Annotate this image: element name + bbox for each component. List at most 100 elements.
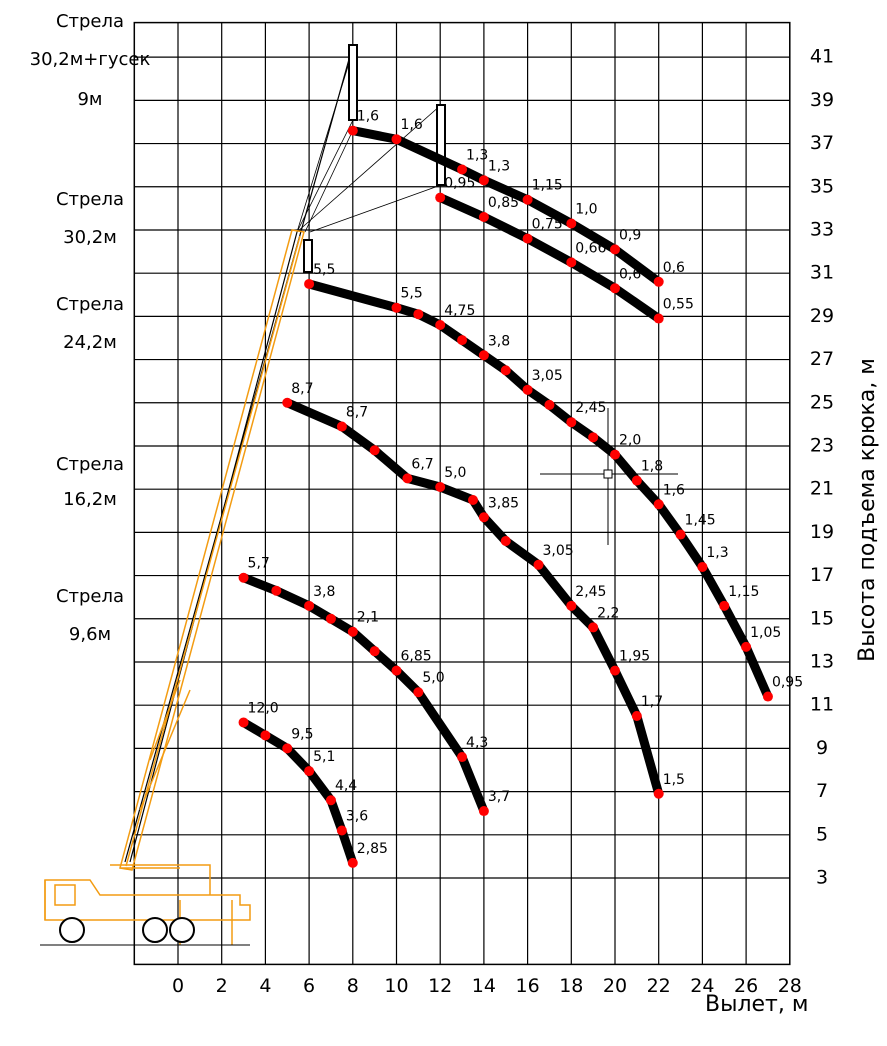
load-point bbox=[676, 530, 686, 540]
y-tick-label: 13 bbox=[810, 650, 834, 672]
load-label: 5,0 bbox=[444, 465, 466, 481]
y-tick-label: 37 bbox=[810, 132, 834, 154]
load-point bbox=[348, 858, 358, 868]
load-point bbox=[741, 642, 751, 652]
load-label: 5,5 bbox=[313, 262, 335, 278]
load-label: 0,6 bbox=[663, 260, 685, 276]
load-point bbox=[763, 692, 773, 702]
load-point bbox=[392, 666, 402, 676]
y-tick-label: 35 bbox=[810, 175, 834, 197]
load-label: 0,9 bbox=[619, 227, 641, 243]
y-tick-label: 39 bbox=[810, 89, 834, 111]
load-point bbox=[348, 126, 358, 136]
x-tick-label: 14 bbox=[472, 975, 496, 997]
x-tick-label: 26 bbox=[734, 975, 758, 997]
load-point bbox=[697, 562, 707, 572]
load-point bbox=[610, 244, 620, 254]
load-point bbox=[304, 279, 314, 289]
load-point bbox=[370, 646, 380, 656]
load-point bbox=[523, 385, 533, 395]
load-point bbox=[348, 627, 358, 637]
load-point bbox=[457, 752, 467, 762]
boom-label: 16,2м bbox=[63, 489, 117, 510]
page: Вылет, м Высота подъема крюка, м 0246810… bbox=[0, 0, 887, 1046]
boom-label: Стрела bbox=[56, 586, 124, 607]
x-tick-label: 4 bbox=[259, 975, 271, 997]
load-label: 6,7 bbox=[411, 456, 433, 472]
load-point bbox=[479, 350, 489, 360]
load-label: 3,7 bbox=[488, 789, 510, 805]
load-label: 0,55 bbox=[663, 297, 694, 313]
load-point bbox=[479, 212, 489, 222]
load-point bbox=[501, 536, 511, 546]
load-label: 4,3 bbox=[466, 735, 488, 751]
load-point bbox=[632, 711, 642, 721]
load-point bbox=[566, 417, 576, 427]
load-label: 6,85 bbox=[401, 649, 432, 665]
load-label: 4,4 bbox=[335, 778, 357, 794]
load-point bbox=[326, 795, 336, 805]
load-label: 9,5 bbox=[291, 726, 313, 742]
load-point bbox=[523, 195, 533, 205]
load-label: 2,1 bbox=[357, 610, 379, 626]
load-point bbox=[457, 164, 467, 174]
load-point bbox=[610, 666, 620, 676]
load-label: 8,7 bbox=[291, 381, 313, 397]
boom-label: Стрела bbox=[56, 11, 124, 32]
load-label: 1,8 bbox=[641, 459, 663, 475]
load-label: 1,6 bbox=[357, 109, 379, 125]
x-tick-label: 10 bbox=[384, 975, 408, 997]
load-label: 3,05 bbox=[543, 543, 574, 559]
load-point bbox=[534, 560, 544, 570]
load-label: 1,6 bbox=[401, 117, 423, 133]
load-label: 2,45 bbox=[575, 400, 606, 416]
load-label: 0,95 bbox=[772, 675, 803, 691]
y-tick-label: 27 bbox=[810, 348, 834, 370]
load-label: 0,6 bbox=[619, 266, 641, 282]
load-point bbox=[479, 512, 489, 522]
load-label: 1,05 bbox=[750, 625, 781, 641]
y-tick-label: 15 bbox=[810, 607, 834, 629]
load-point bbox=[435, 193, 445, 203]
load-point bbox=[337, 825, 347, 835]
load-label: 3,8 bbox=[313, 584, 335, 600]
x-tick-label: 28 bbox=[778, 975, 802, 997]
load-point bbox=[479, 806, 489, 816]
load-label: 1,6 bbox=[663, 482, 685, 498]
x-tick-label: 16 bbox=[516, 975, 540, 997]
load-label: 3,6 bbox=[346, 808, 368, 824]
y-tick-label: 33 bbox=[810, 218, 834, 240]
load-point bbox=[588, 622, 598, 632]
boom-label: 30,2м bbox=[63, 227, 117, 248]
y-tick-label: 7 bbox=[816, 780, 828, 802]
load-point bbox=[392, 134, 402, 144]
load-label: 1,15 bbox=[728, 584, 759, 600]
load-point bbox=[271, 586, 281, 596]
load-label: 2,45 bbox=[575, 584, 606, 600]
chart: Вылет, м Высота подъема крюка, м 0246810… bbox=[0, 0, 887, 1046]
load-point bbox=[566, 601, 576, 611]
load-point bbox=[337, 422, 347, 432]
load-point bbox=[654, 499, 664, 509]
load-label: 1,5 bbox=[663, 772, 685, 788]
boom-label: Стрела bbox=[56, 189, 124, 210]
boom-label: Стрела bbox=[56, 454, 124, 475]
y-tick-label: 5 bbox=[816, 823, 828, 845]
load-point bbox=[523, 234, 533, 244]
load-point bbox=[304, 601, 314, 611]
load-label: 2,85 bbox=[357, 841, 388, 857]
y-tick-label: 31 bbox=[810, 262, 834, 284]
x-tick-label: 6 bbox=[303, 975, 315, 997]
load-label: 5,1 bbox=[313, 749, 335, 765]
load-label: 1,7 bbox=[641, 694, 663, 710]
load-label: 3,85 bbox=[488, 495, 519, 511]
load-label: 5,5 bbox=[401, 286, 423, 302]
load-point bbox=[435, 482, 445, 492]
load-label: 2,0 bbox=[619, 433, 641, 449]
y-axis-label: Высота подъема крюка, м bbox=[855, 358, 880, 662]
load-point bbox=[566, 218, 576, 228]
boom-label: 30,2м+гусек bbox=[30, 49, 151, 70]
load-point bbox=[370, 445, 380, 455]
load-point bbox=[239, 573, 249, 583]
x-tick-label: 24 bbox=[690, 975, 714, 997]
